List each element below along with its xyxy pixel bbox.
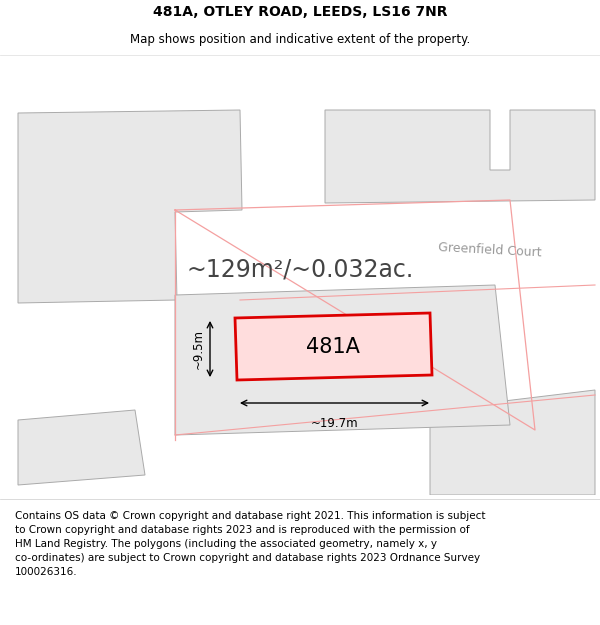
Text: ~129m²/~0.032ac.: ~129m²/~0.032ac.	[187, 258, 413, 282]
Text: Map shows position and indicative extent of the property.: Map shows position and indicative extent…	[130, 33, 470, 46]
Text: ~19.7m: ~19.7m	[311, 417, 358, 430]
Text: 481A: 481A	[306, 337, 360, 357]
Polygon shape	[175, 285, 510, 435]
Text: 481A, OTLEY ROAD, LEEDS, LS16 7NR: 481A, OTLEY ROAD, LEEDS, LS16 7NR	[153, 5, 447, 19]
Text: Contains OS data © Crown copyright and database right 2021. This information is : Contains OS data © Crown copyright and d…	[15, 511, 485, 577]
Text: Greenfield Court: Greenfield Court	[438, 241, 542, 259]
Polygon shape	[18, 110, 242, 303]
Polygon shape	[325, 110, 595, 203]
Text: ~9.5m: ~9.5m	[192, 329, 205, 369]
Polygon shape	[18, 410, 145, 485]
Polygon shape	[235, 313, 432, 380]
Polygon shape	[430, 390, 595, 495]
